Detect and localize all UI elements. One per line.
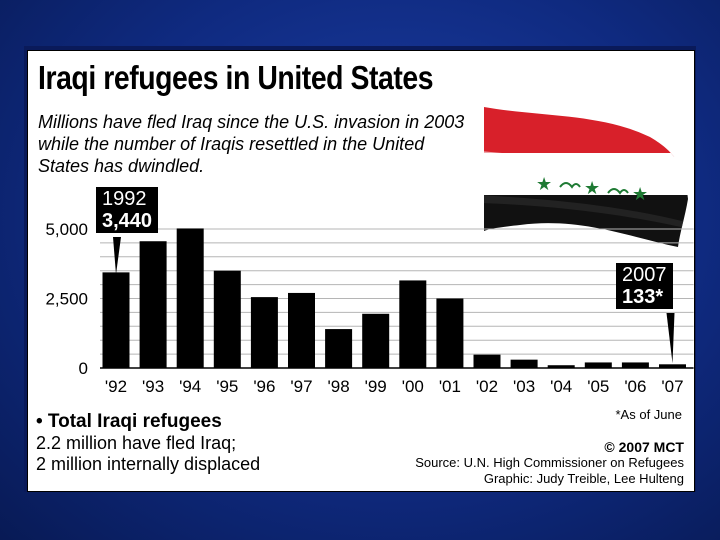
x-tick-label: '07 <box>661 377 683 396</box>
bar-02 <box>473 354 501 368</box>
chart-subtitle: Millions have fled Iraq since the U.S. i… <box>38 112 465 176</box>
iraqi-flag-icon: ★ ★ ★ <box>484 107 688 247</box>
callout-2007-year: 2007 <box>622 264 667 286</box>
chart-title: Iraqi refugees in United States <box>38 59 434 96</box>
x-tick-label: '95 <box>216 377 238 396</box>
bar-97 <box>288 292 315 368</box>
bar-05 <box>584 362 612 368</box>
x-tick-label: '03 <box>513 377 535 396</box>
callout-1992-value: 3,440 <box>102 210 153 232</box>
callout-1992-year: 1992 <box>102 188 147 210</box>
legend-block: • Total Iraqi refugees 2.2 million have … <box>36 411 260 475</box>
bar-chart: 0 2,500 5,000 '92 '93 '94 '95 '96 '97 '98 '99 '00 '0… <box>45 220 694 396</box>
callout-2007-value: 133* <box>622 286 664 308</box>
x-tick-label: '98 <box>328 377 350 396</box>
bar-06 <box>621 362 649 368</box>
bar-03 <box>510 359 538 368</box>
legend-line-1: 2.2 million have fled Iraq; <box>36 433 237 453</box>
x-tick-label: '93 <box>142 377 164 396</box>
bar-07 <box>659 364 686 368</box>
x-tick-label: '04 <box>550 377 572 396</box>
credits-block: © 2007 MCT Source: U.N. High Commissione… <box>415 439 684 487</box>
svg-text:★: ★ <box>536 174 552 195</box>
legend-heading: • Total Iraqi refugees <box>36 411 222 432</box>
svg-text:★: ★ <box>584 178 600 199</box>
bar-93 <box>139 241 167 368</box>
x-tick-label: '97 <box>290 377 312 396</box>
legend-line-2: 2 million internally displaced <box>36 454 261 474</box>
x-tick-label: '06 <box>624 377 646 396</box>
x-tick-label: '92 <box>105 377 127 396</box>
y-tick-label: 0 <box>79 359 88 378</box>
callout-1992-pointer <box>113 237 121 275</box>
bar-98 <box>325 329 353 368</box>
x-tick-label: '05 <box>587 377 609 396</box>
x-tick-label: '96 <box>253 377 275 396</box>
x-tick-label: '00 <box>402 377 424 396</box>
graphic-credit: Graphic: Judy Treible, Lee Hulteng <box>483 471 684 486</box>
x-tick-label: '01 <box>439 377 461 396</box>
callout-1992: 1992 3,440 <box>96 187 159 233</box>
source-credit: Source: U.N. High Commissioner on Refuge… <box>415 455 684 470</box>
bar-92 <box>102 272 130 368</box>
y-tick-label: 5,000 <box>45 220 88 239</box>
y-tick-label: 2,500 <box>45 290 88 309</box>
bar-01 <box>436 298 464 368</box>
copyright: © 2007 MCT <box>604 439 684 455</box>
x-tick-label: '99 <box>365 377 387 396</box>
bar-99 <box>362 313 390 368</box>
callout-2007-pointer <box>666 313 675 364</box>
bar-95 <box>213 270 241 368</box>
footnote: *As of June <box>615 407 683 422</box>
callout-2007: 2007 133* <box>616 263 673 309</box>
bar-04 <box>547 365 575 368</box>
infographic-card: Iraqi refugees in United States Millions… <box>27 50 695 492</box>
svg-text:★: ★ <box>632 184 648 205</box>
bar-96 <box>250 297 278 368</box>
bar-00 <box>399 280 427 368</box>
x-tick-label: '94 <box>179 377 201 396</box>
x-tick-label: '02 <box>476 377 498 396</box>
bar-94 <box>176 228 204 368</box>
